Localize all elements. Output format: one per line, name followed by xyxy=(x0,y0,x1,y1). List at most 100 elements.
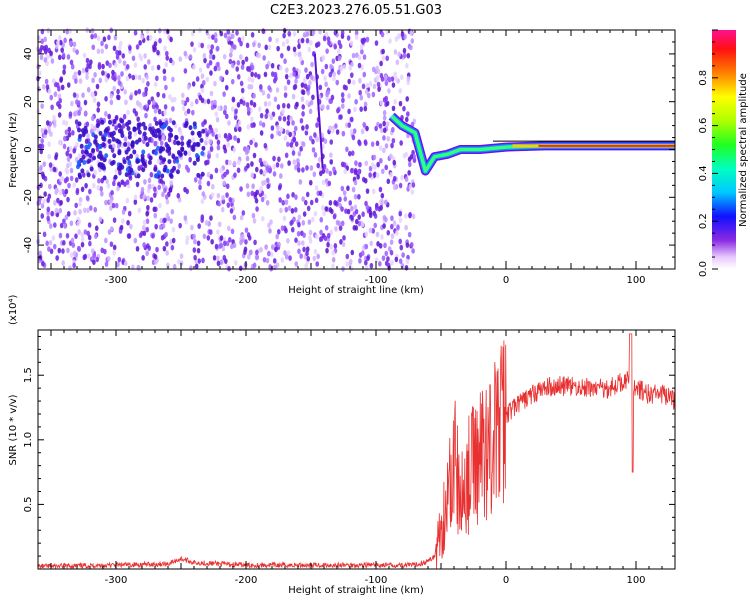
spectrogram-cell xyxy=(183,50,188,57)
spectrogram-cell xyxy=(227,225,231,232)
spectrogram-cell xyxy=(176,192,181,199)
spectrogram-cell xyxy=(310,216,315,223)
spectrogram-cell xyxy=(261,122,266,128)
spectrogram-cell xyxy=(70,63,75,70)
spectrogram-cell xyxy=(54,154,58,161)
spectrogram-cell xyxy=(301,167,305,173)
spectrogram-cell xyxy=(250,32,255,38)
spectrogram-cell xyxy=(208,138,212,145)
spectrogram-cell xyxy=(374,257,379,263)
spectrogram-cell xyxy=(277,184,282,191)
spectrogram-cell xyxy=(378,261,382,267)
spectrogram-cell xyxy=(362,54,367,60)
spectrogram-cell xyxy=(375,231,380,238)
spectrogram-cell xyxy=(280,163,284,169)
spectrogram-cell xyxy=(144,112,148,119)
spectrogram-cell xyxy=(209,173,214,180)
spectrogram-cell xyxy=(294,141,299,147)
spectrogram-cell xyxy=(385,55,390,62)
spectrogram-cell xyxy=(85,74,89,80)
spectrogram-cell xyxy=(42,45,47,52)
spectrogram-cell xyxy=(137,207,142,214)
spectrogram-cell xyxy=(398,258,403,265)
spectrogram-cell xyxy=(39,164,43,171)
spectrogram-cell xyxy=(250,77,255,83)
spectrogram-cell xyxy=(117,80,122,86)
spectrogram-cell xyxy=(332,75,336,82)
spectrogram-cell xyxy=(129,94,133,101)
spectrogram-cell xyxy=(245,42,250,49)
spectrogram-cell xyxy=(227,237,232,243)
spectrogram-cell xyxy=(74,202,78,209)
spectrogram-cell xyxy=(148,34,153,41)
spectrogram-cell xyxy=(219,75,223,82)
spectrogram-cell xyxy=(308,135,313,142)
spectrogram-cell xyxy=(340,206,344,212)
colorbar-tick-label: 0.6 xyxy=(698,118,709,134)
spectrogram-cell xyxy=(371,66,376,73)
spectrogram-cell xyxy=(255,206,259,212)
spectrogram-cell xyxy=(110,161,115,167)
spectrogram-cell xyxy=(244,239,248,245)
spectrogram-cell xyxy=(301,196,305,202)
spectrogram-cell xyxy=(293,125,298,132)
spectrogram-cell xyxy=(239,54,243,60)
spectrogram-cell xyxy=(177,197,182,203)
spectrogram-cell xyxy=(217,221,222,228)
spectrogram-cell xyxy=(162,157,167,163)
spectrogram-cell xyxy=(50,58,55,64)
spectrogram-cell xyxy=(381,48,385,55)
spectrogram-cell xyxy=(81,172,86,178)
spectrogram-cell xyxy=(364,160,369,167)
spectrogram-cell xyxy=(183,123,188,129)
spectrogram-cell xyxy=(162,167,167,173)
spectrogram-cell xyxy=(58,34,62,41)
spectrogram-cell xyxy=(68,40,73,47)
spectrogram-cell xyxy=(172,165,177,171)
spectrogram-cell xyxy=(300,82,305,88)
spectrogram-cell xyxy=(353,179,358,186)
spectrogram-cell xyxy=(116,88,120,95)
spectrogram-cell xyxy=(267,100,272,107)
spectrogram-cell xyxy=(227,132,232,139)
spectrogram-cell xyxy=(142,242,146,248)
spectrogram-cell xyxy=(163,109,167,116)
spectrogram-cell xyxy=(236,74,241,80)
spectrogram-cell xyxy=(66,54,71,60)
spectrogram-cell xyxy=(57,247,62,254)
spectrogram-cell xyxy=(43,57,48,63)
spectrogram-cell xyxy=(306,84,311,91)
spectrogram-cell xyxy=(305,73,310,80)
spectrogram-cell xyxy=(85,121,90,127)
spectrogram-cell xyxy=(210,183,215,190)
spectrogram-cell xyxy=(321,104,325,110)
spectrogram-cell xyxy=(59,222,64,229)
spectrogram-cell xyxy=(382,147,386,154)
spectrogram-cell xyxy=(93,206,98,213)
spectrogram-cell xyxy=(69,167,74,174)
spectrogram-cell xyxy=(252,93,256,99)
spectrogram-cell xyxy=(171,226,176,233)
spectrogram-cell xyxy=(342,190,347,196)
spectrogram-cell xyxy=(345,261,349,267)
spectrogram-cell xyxy=(70,237,75,244)
spectrogram-cell xyxy=(101,63,105,70)
spectrogram-cell xyxy=(406,111,410,117)
spectrogram-cell xyxy=(358,89,362,96)
spectrogram-cell xyxy=(93,72,97,78)
spectrogram-cell xyxy=(357,62,362,69)
spectrogram-cell xyxy=(251,183,255,190)
spectrogram-cell xyxy=(171,154,176,160)
spectrogram-cell xyxy=(125,197,130,204)
spectrogram-cell xyxy=(73,210,77,216)
spectrogram-cell xyxy=(270,62,275,69)
spectrogram-cell xyxy=(398,217,403,223)
spectrogram-cell xyxy=(384,216,388,223)
spectrogram-cell xyxy=(156,127,161,133)
spectrogram-cell xyxy=(109,199,113,205)
spectrogram-cell xyxy=(137,137,142,143)
spectrogram-cell xyxy=(356,169,361,175)
spectrogram-cell xyxy=(123,141,128,147)
spectrogram-cell xyxy=(121,209,126,215)
spectrogram-cell xyxy=(186,140,191,146)
